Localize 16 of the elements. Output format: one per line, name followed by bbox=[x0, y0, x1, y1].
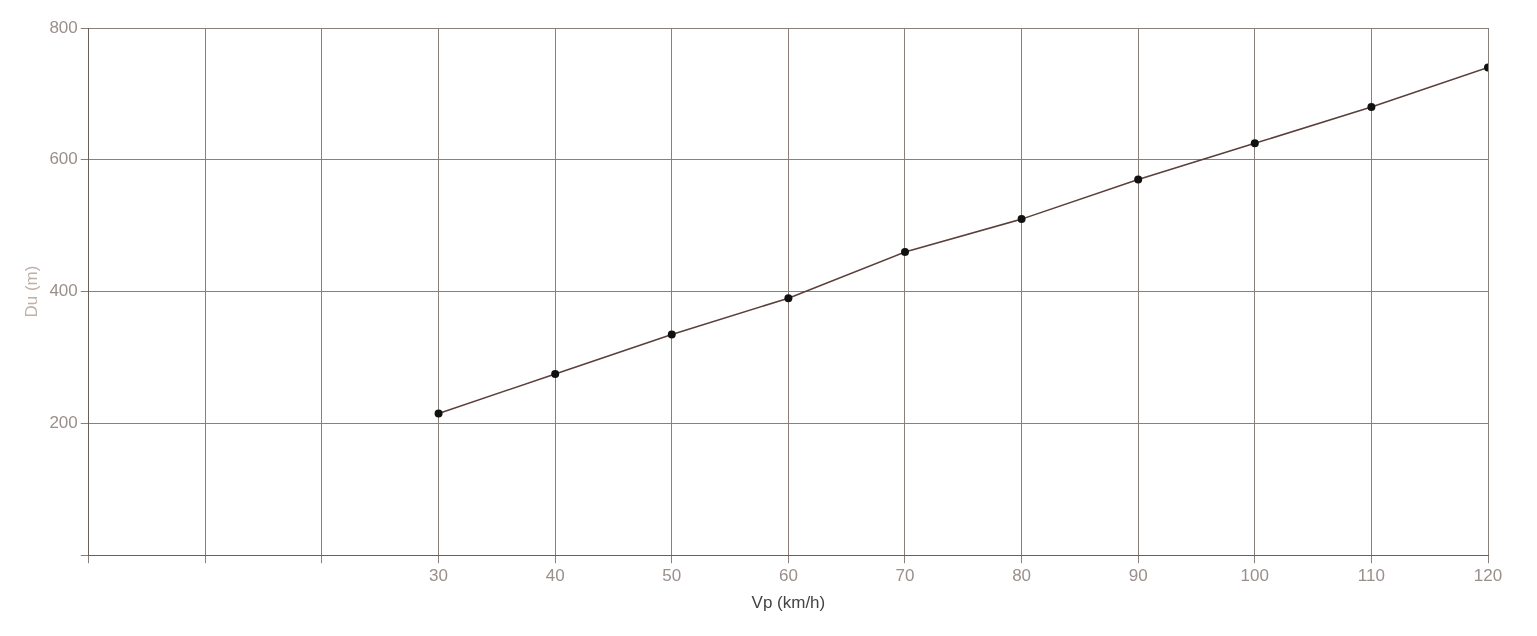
x-tick-label: 30 bbox=[429, 566, 449, 586]
x-tick-label: 80 bbox=[1012, 566, 1032, 586]
y-tick-label: 200 bbox=[49, 413, 78, 433]
y-tick-label: 600 bbox=[49, 149, 78, 169]
x-tick-label: 110 bbox=[1357, 566, 1385, 586]
x-tick-label: 120 bbox=[1473, 566, 1503, 586]
x-tick-label: 70 bbox=[895, 566, 915, 586]
x-tick-label: 100 bbox=[1240, 566, 1269, 586]
y-tick-label: 800 bbox=[49, 17, 78, 37]
x-tick-label: 60 bbox=[778, 566, 798, 586]
x-tick-label: 90 bbox=[1128, 566, 1148, 586]
x-axis-title: Vp (km/h) bbox=[751, 593, 826, 613]
y-tick-label: 400 bbox=[49, 281, 78, 301]
x-tick-label: 40 bbox=[545, 566, 565, 586]
y-axis-title: Du (m) bbox=[21, 265, 41, 318]
x-tick-label: 50 bbox=[662, 566, 682, 586]
